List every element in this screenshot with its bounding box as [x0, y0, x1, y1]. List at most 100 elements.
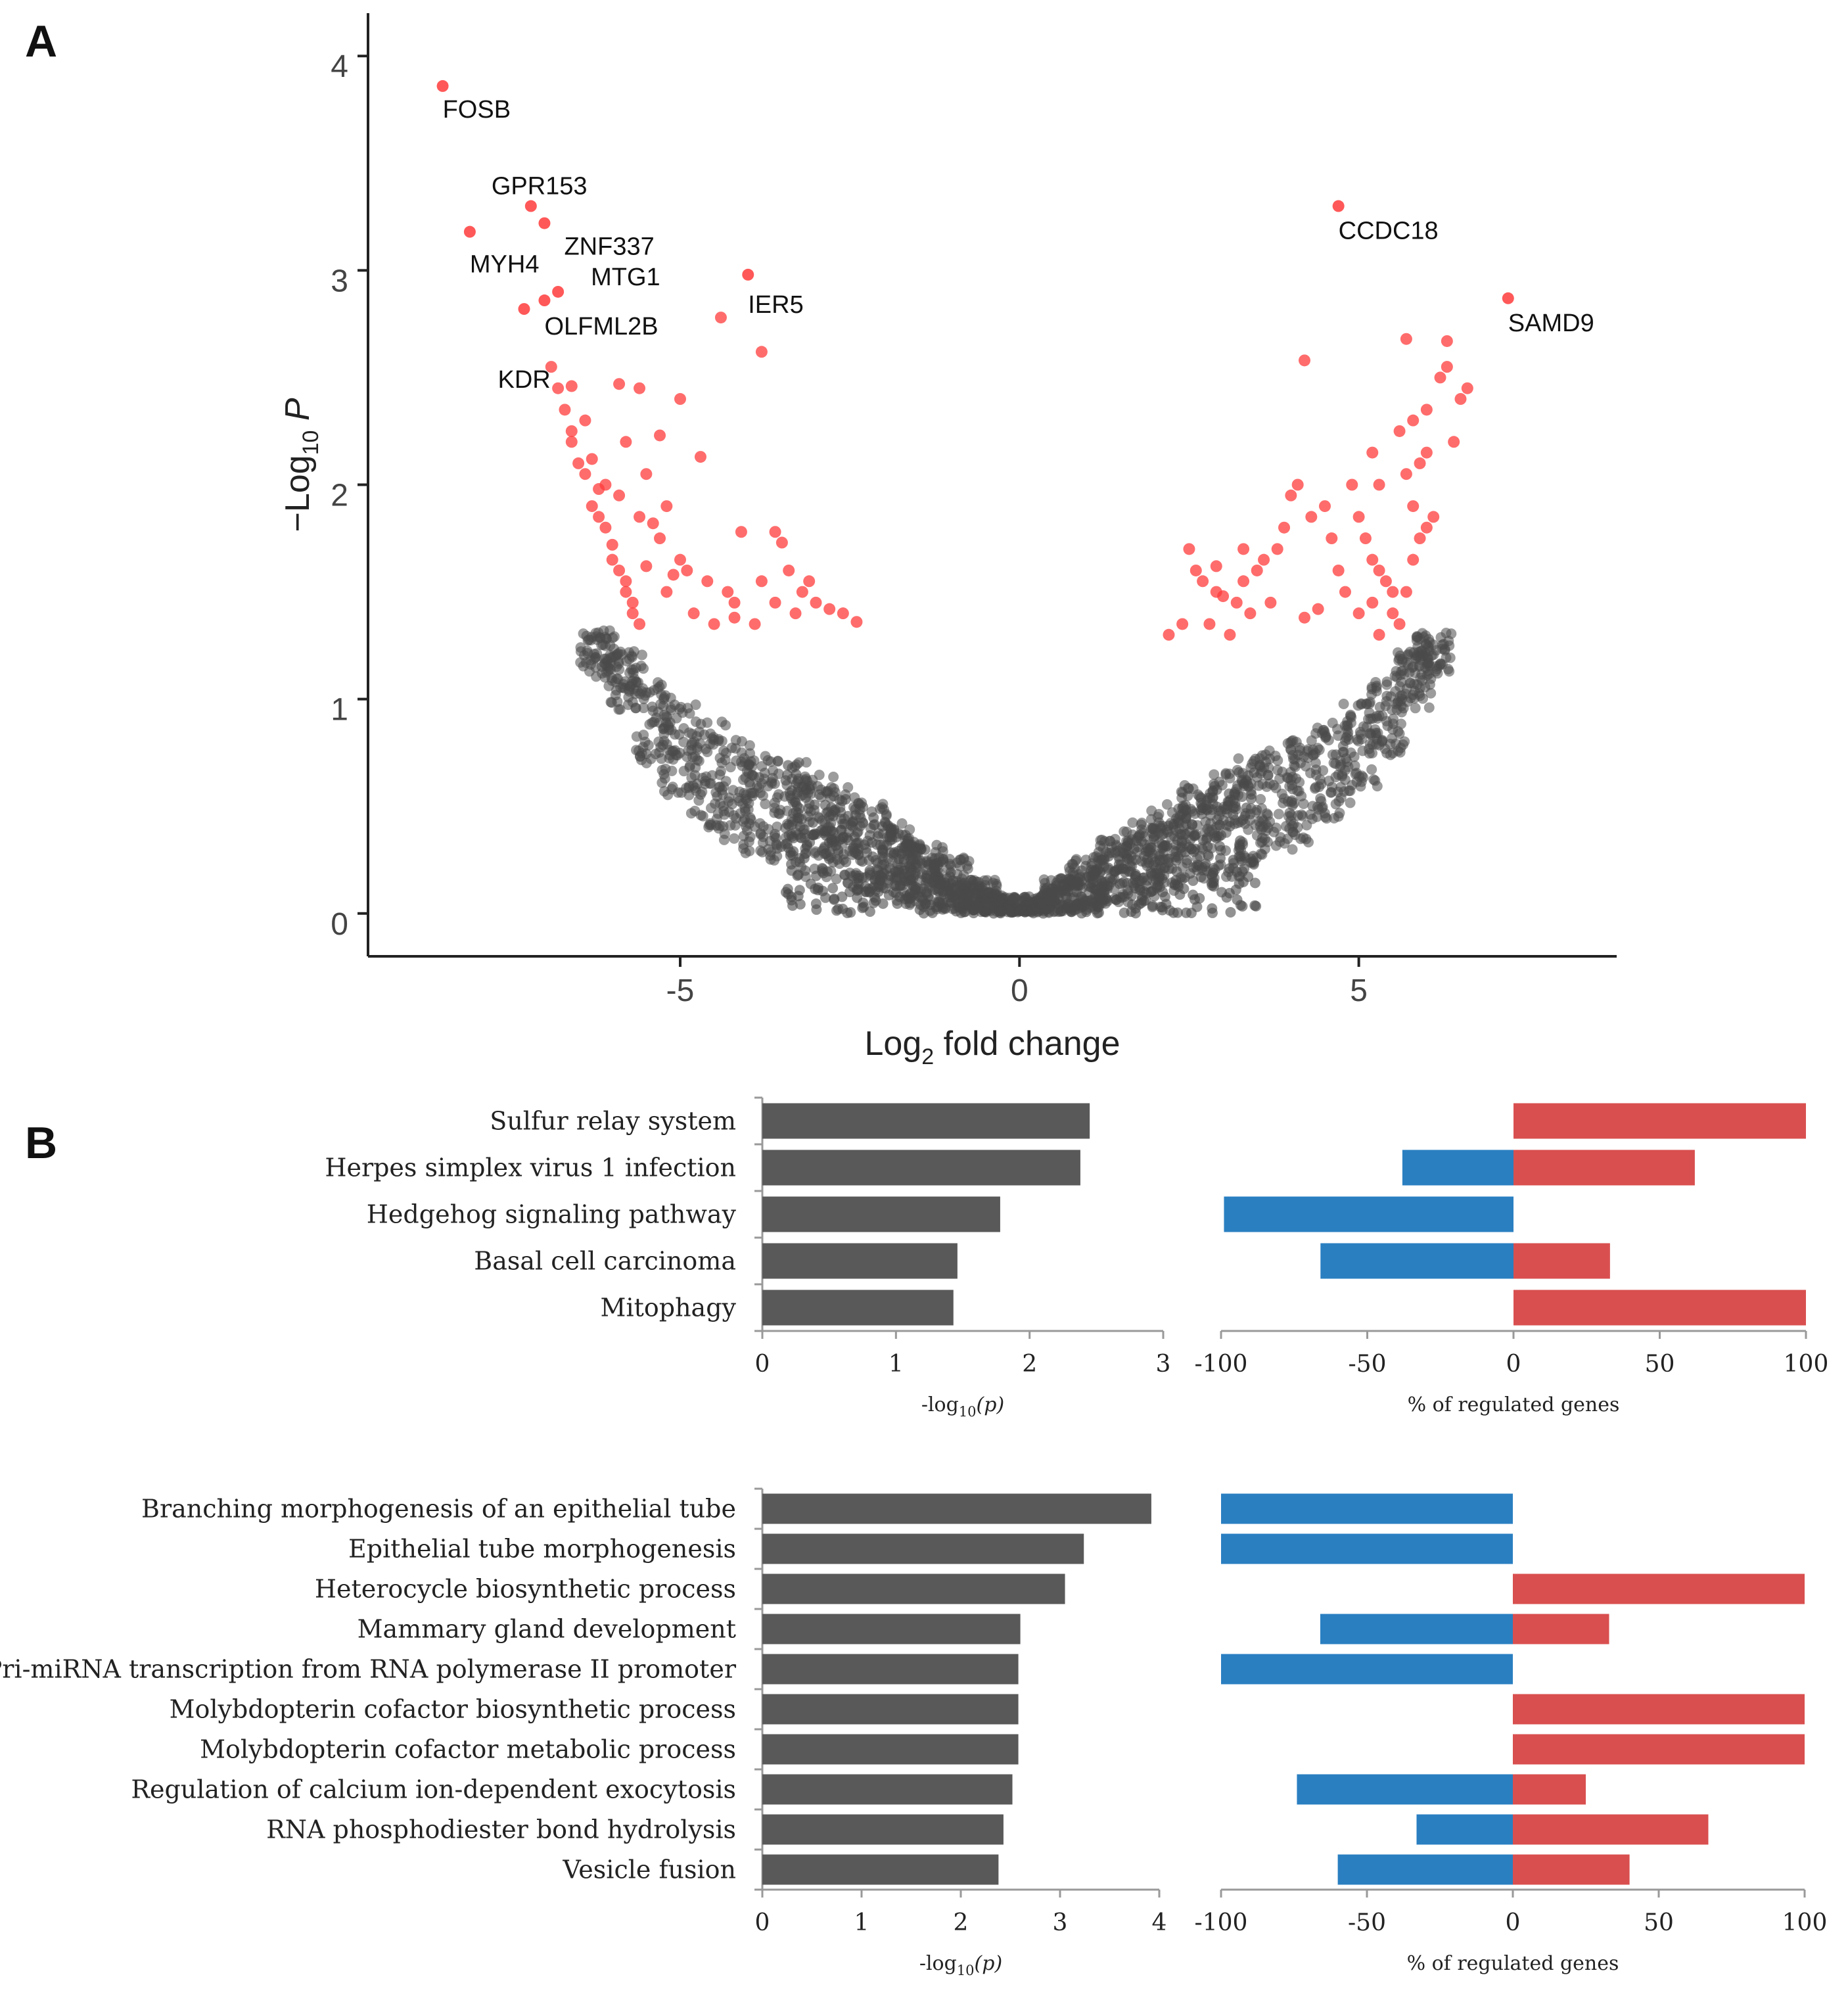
- point-non-significant: [1224, 821, 1236, 832]
- point-non-significant: [1161, 799, 1172, 810]
- bar-up: [1513, 1614, 1609, 1644]
- point-non-significant: [635, 661, 647, 672]
- x-tick-label: -5: [666, 973, 695, 1008]
- point-non-significant: [1156, 829, 1167, 841]
- point-significant: [1407, 414, 1420, 427]
- point-non-significant: [1171, 866, 1182, 877]
- point-significant: [1407, 500, 1420, 513]
- point-significant: [674, 393, 686, 406]
- y-tick-label: 1: [331, 693, 348, 728]
- point-significant: [1400, 586, 1412, 598]
- x-axis-title-rest: (p): [977, 1393, 1005, 1416]
- point-non-significant: [770, 828, 781, 839]
- point-significant: [735, 526, 747, 538]
- point-non-significant: [1410, 703, 1421, 714]
- point-significant: [1244, 607, 1257, 620]
- point-non-significant: [1243, 824, 1254, 835]
- point-non-significant: [827, 856, 839, 868]
- point-non-significant: [720, 747, 731, 758]
- point-non-significant: [886, 831, 897, 843]
- point-non-significant: [678, 766, 689, 777]
- point-non-significant: [1292, 810, 1303, 821]
- x-tick-label: 100: [1784, 1351, 1829, 1378]
- point-significant: [654, 429, 666, 442]
- x-axis-title-sub: 2: [921, 1044, 934, 1069]
- point-significant: [1163, 628, 1175, 641]
- point-significant: [1332, 564, 1345, 576]
- point-non-significant: [1191, 901, 1203, 912]
- point-non-significant: [1097, 843, 1109, 854]
- point-non-significant: [1372, 781, 1383, 792]
- category-label: Molybdopterin cofactor biosynthetic proc…: [170, 1695, 736, 1724]
- y-tick-label: 4: [331, 49, 348, 84]
- point-significant: [1197, 575, 1209, 588]
- point-significant: [1326, 532, 1338, 545]
- point-non-significant: [896, 818, 908, 829]
- point-non-significant: [1345, 717, 1356, 728]
- y-tick-label: 3: [331, 264, 348, 298]
- point-non-significant: [1443, 664, 1454, 675]
- point-labeled: [463, 225, 476, 238]
- point-non-significant: [1120, 841, 1132, 852]
- point-significant: [640, 560, 653, 572]
- x-tick-label: 3: [1053, 1909, 1068, 1936]
- point-non-significant: [743, 804, 754, 815]
- point-non-significant: [669, 699, 680, 711]
- point-non-significant: [875, 803, 886, 814]
- point-significant: [647, 517, 659, 530]
- point-non-significant: [938, 856, 949, 867]
- gene-label: FOSB: [443, 96, 511, 124]
- point-non-significant: [744, 740, 755, 751]
- point-non-significant: [1381, 747, 1393, 758]
- point-significant: [634, 618, 646, 630]
- point-labeled: [552, 285, 565, 298]
- point-non-significant: [947, 875, 958, 886]
- point-significant: [1210, 560, 1222, 572]
- point-non-significant: [1206, 877, 1217, 889]
- gene-label: MYH4: [470, 251, 540, 279]
- point-significant: [783, 564, 795, 576]
- point-significant: [728, 611, 741, 624]
- bar-down: [1337, 1854, 1513, 1885]
- point-non-significant: [1341, 732, 1352, 743]
- point-non-significant: [1009, 906, 1020, 917]
- x-axis-title-rest: (p): [975, 1952, 1003, 1975]
- gene-label: GPR153: [492, 173, 588, 200]
- point-non-significant: [671, 712, 682, 724]
- x-tick-label: -100: [1195, 1351, 1248, 1378]
- point-non-significant: [739, 757, 751, 768]
- gene-label: SAMD9: [1508, 310, 1594, 337]
- point-significant: [626, 607, 639, 620]
- point-non-significant: [1176, 809, 1188, 820]
- point-non-significant: [1195, 804, 1207, 816]
- bar-up: [1513, 1774, 1586, 1805]
- bar: [762, 1150, 1080, 1186]
- point-non-significant: [1389, 670, 1400, 682]
- x-tick-label: 5: [1350, 973, 1368, 1008]
- point-significant: [1420, 446, 1433, 459]
- point-non-significant: [919, 844, 931, 855]
- point-non-significant: [1124, 866, 1135, 877]
- point-significant: [1183, 543, 1195, 555]
- point-non-significant: [1209, 769, 1220, 780]
- point-significant: [1454, 393, 1467, 406]
- point-non-significant: [1168, 907, 1179, 918]
- point-non-significant: [1397, 656, 1408, 667]
- point-non-significant: [1148, 833, 1159, 845]
- x-tick-label: 0: [1506, 1351, 1521, 1378]
- point-non-significant: [780, 887, 791, 898]
- point-non-significant: [814, 769, 825, 780]
- point-significant: [660, 586, 673, 598]
- point-non-significant: [1424, 679, 1435, 690]
- point-non-significant: [800, 757, 812, 768]
- point-significant: [1379, 575, 1392, 588]
- x-tick-label: 1: [854, 1909, 869, 1936]
- point-significant: [1366, 446, 1379, 459]
- point-significant: [565, 425, 578, 437]
- category-label: RNA phosphodiester bond hydrolysis: [266, 1815, 736, 1844]
- point-non-significant: [755, 829, 766, 840]
- point-significant: [586, 453, 598, 465]
- bar-up: [1513, 1103, 1806, 1139]
- point-non-significant: [1423, 702, 1435, 713]
- point-significant: [1217, 590, 1230, 603]
